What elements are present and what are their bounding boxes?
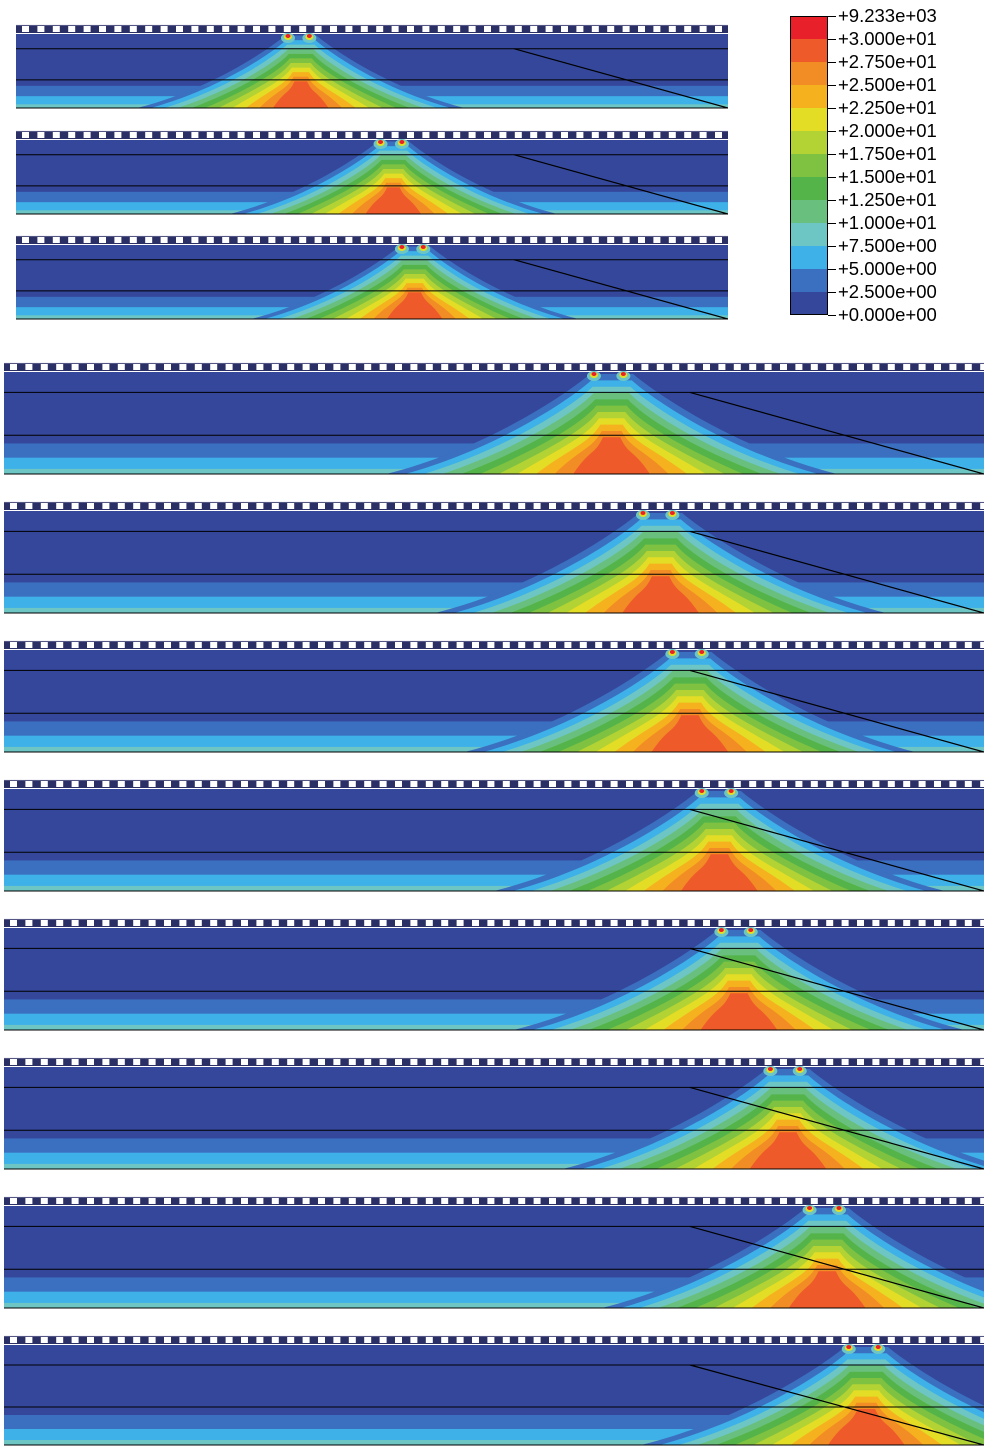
legend-label: +2.500e+00 (838, 281, 937, 302)
legend-label: +1.750e+01 (838, 143, 937, 164)
contour-plot (4, 362, 984, 475)
legend-tick (828, 108, 836, 109)
legend-label: +7.500e+00 (838, 235, 937, 256)
legend-swatch (790, 16, 828, 39)
legend-swatch (790, 62, 828, 85)
contour-panel-8 (4, 918, 984, 1032)
legend-tick (828, 85, 836, 86)
legend-swatch (790, 39, 828, 62)
contour-panel-4 (4, 362, 984, 476)
legend-tick (828, 177, 836, 178)
contour-plot (16, 24, 728, 109)
contour-panel-5 (4, 501, 984, 615)
contour-panel-9 (4, 1057, 984, 1171)
legend-label: +9.233e+03 (838, 5, 937, 26)
contour-plot (4, 918, 984, 1031)
contour-legend: +9.233e+03 +3.000e+01 +2.750e+01 +2.500e+01… (788, 5, 984, 325)
legend-swatch (790, 269, 828, 292)
legend-tick (828, 246, 836, 247)
legend-label: +2.500e+01 (838, 74, 937, 95)
legend-tick (828, 131, 836, 132)
contour-panel-10 (4, 1196, 984, 1310)
legend-label: +1.250e+01 (838, 189, 937, 210)
legend-tick (828, 223, 836, 224)
contour-plot (4, 779, 984, 892)
contour-plot (4, 1196, 984, 1309)
legend-swatch (790, 85, 828, 108)
legend-swatch (790, 131, 828, 154)
legend-tick (828, 62, 836, 63)
legend-swatch (790, 154, 828, 177)
legend-tick (828, 269, 836, 270)
legend-label: +2.000e+01 (838, 120, 937, 141)
contour-panel-7 (4, 779, 984, 893)
legend-tick (828, 292, 836, 293)
legend-label: +2.750e+01 (838, 51, 937, 72)
legend-swatch (790, 292, 828, 315)
contour-plot (4, 1335, 984, 1446)
legend-swatch (790, 246, 828, 269)
contour-panel-2 (16, 130, 728, 216)
legend-tick (828, 315, 836, 316)
contour-plot (4, 640, 984, 753)
legend-swatch (790, 108, 828, 131)
contour-plot (16, 130, 728, 215)
legend-tick (828, 154, 836, 155)
legend-label: +5.000e+00 (838, 258, 937, 279)
legend-label: +3.000e+01 (838, 28, 937, 49)
contour-panel-6 (4, 640, 984, 754)
contour-panel-1 (16, 24, 728, 110)
contour-plot (16, 235, 728, 320)
legend-tick (828, 16, 836, 17)
legend-swatch (790, 223, 828, 246)
legend-swatch (790, 200, 828, 223)
legend-tick (828, 39, 836, 40)
legend-label: +0.000e+00 (838, 304, 937, 325)
legend-label: +1.000e+01 (838, 212, 937, 233)
legend-label: +1.500e+01 (838, 166, 937, 187)
contour-panel-11 (4, 1335, 984, 1447)
contour-panel-3 (16, 235, 728, 321)
legend-tick (828, 200, 836, 201)
contour-plot (4, 501, 984, 614)
legend-swatch (790, 177, 828, 200)
contour-plot (4, 1057, 984, 1170)
legend-label: +2.250e+01 (838, 97, 937, 118)
